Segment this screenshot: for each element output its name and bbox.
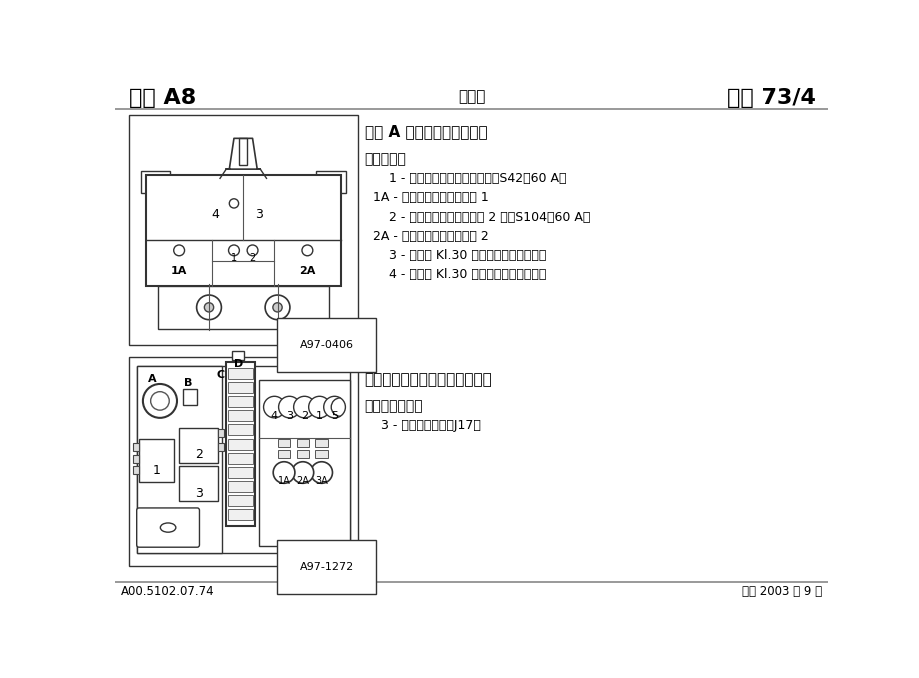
Circle shape [301,245,312,256]
Bar [132,443,139,451]
Circle shape [197,295,221,319]
Text: 3 - 燃油泵继电器（J17）: 3 - 燃油泵继电器（J17） [364,418,480,432]
Text: 编号 73/4: 编号 73/4 [727,87,815,108]
Text: 奥迪 A8: 奥迪 A8 [129,87,196,108]
Text: C: C [216,370,224,380]
Bar [228,509,253,520]
Text: 行李箱右侧继电器座和保险丝座: 行李箱右侧继电器座和保险丝座 [364,372,492,387]
Bar [232,351,244,360]
Text: 3: 3 [195,487,202,500]
FancyBboxPatch shape [137,508,199,547]
Circle shape [263,396,285,418]
Circle shape [142,384,176,418]
Bar [278,439,289,447]
Text: 4: 4 [270,411,278,421]
Bar [315,439,327,447]
Text: 4 - 总线端 Kl.30 的螺栓接点（起动机）: 4 - 总线端 Kl.30 的螺栓接点（起动机） [364,268,545,281]
Bar [228,382,253,393]
Text: A97-0406: A97-0406 [300,340,353,350]
Circle shape [309,396,330,418]
Text: 版本 2003 年 9 月: 版本 2003 年 9 月 [741,585,821,598]
Bar [316,172,346,193]
Text: 3: 3 [286,411,292,421]
Bar [228,410,253,421]
Text: 保险丝布置: 保险丝布置 [364,152,406,166]
Bar [137,366,349,553]
Bar [278,450,289,458]
Text: B: B [184,378,192,388]
Text: 3A: 3A [315,477,328,486]
Bar [296,439,309,447]
Text: 1: 1 [153,464,160,477]
Text: 2 - 冷却液风扇保险丝，第 2 级（S104、60 A）: 2 - 冷却液风扇保险丝，第 2 级（S104、60 A） [364,211,589,224]
Text: D: D [233,359,243,369]
Text: 2A - 散热器风扇的螺栓接点 2: 2A - 散热器风扇的螺栓接点 2 [364,230,488,243]
Circle shape [311,462,332,483]
Bar [315,450,327,458]
Text: 1: 1 [316,411,323,421]
Text: A00.5102.07.74: A00.5102.07.74 [121,585,215,598]
Bar [228,453,253,464]
Bar [157,286,329,329]
Circle shape [293,396,315,418]
Bar [129,357,357,566]
Bar [228,424,253,435]
Text: 2: 2 [301,411,308,421]
Text: 3 - 总线端 Kl.30 的螺栓接点（蓄电池）: 3 - 总线端 Kl.30 的螺栓接点（蓄电池） [364,250,545,262]
Bar [183,389,197,405]
Circle shape [247,245,257,256]
Bar [137,366,221,553]
Bar [139,439,174,482]
Bar [225,363,255,525]
Text: A97-1272: A97-1272 [299,562,353,572]
Text: 2: 2 [249,254,255,264]
Circle shape [323,396,345,418]
Circle shape [204,303,213,312]
Circle shape [273,462,295,483]
Text: A: A [147,374,156,384]
Bar [228,396,253,407]
Text: 右侧 A 柱主保险丝座的布置: 右侧 A 柱主保险丝座的布置 [364,123,487,139]
Bar [239,138,247,165]
Text: 2A: 2A [296,477,309,486]
Text: 1A: 1A [171,266,187,276]
Circle shape [291,462,313,483]
Bar [228,439,253,450]
Text: 电路图: 电路图 [458,89,484,104]
Circle shape [174,245,185,256]
Bar [225,366,247,372]
Bar [132,466,139,474]
Bar [141,172,170,193]
Bar [132,455,139,462]
Bar [259,380,349,546]
Bar [228,466,253,478]
Bar [179,466,218,501]
Bar [228,367,253,379]
Bar [146,174,340,286]
Text: 5: 5 [331,411,337,421]
Ellipse shape [160,523,176,532]
Bar [218,443,224,451]
Text: 1: 1 [231,254,237,264]
Text: 2: 2 [195,448,202,461]
Text: 1A: 1A [278,477,290,486]
Circle shape [151,392,169,410]
Bar [129,115,357,344]
Circle shape [273,303,282,312]
Text: 2A: 2A [299,266,315,276]
Circle shape [228,245,239,256]
Circle shape [265,295,289,319]
Bar [179,428,218,462]
Circle shape [229,199,238,208]
Bar [228,481,253,492]
Text: 4: 4 [211,208,219,221]
Bar [296,450,309,458]
Text: 1 - 冷却液风扇的单独保险丝（S42、60 A）: 1 - 冷却液风扇的单独保险丝（S42、60 A） [364,172,565,185]
Text: 继电器位置分配: 继电器位置分配 [364,399,423,414]
Bar [228,495,253,506]
Circle shape [278,396,300,418]
Bar [218,429,224,437]
Text: 3: 3 [255,208,263,221]
Text: 1A - 散热器风扇的螺栓接点 1: 1A - 散热器风扇的螺栓接点 1 [364,191,488,205]
